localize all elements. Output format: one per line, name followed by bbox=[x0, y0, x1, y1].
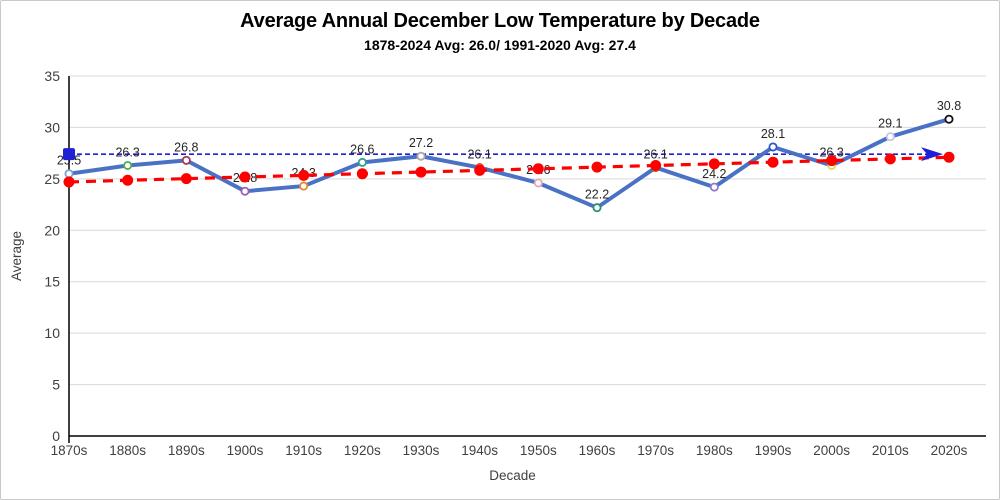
data-point-1950s bbox=[533, 178, 543, 188]
y-axis-tick-label: 30 bbox=[44, 119, 60, 135]
series-line bbox=[67, 117, 951, 210]
trend-point bbox=[767, 156, 779, 168]
trend-point bbox=[591, 161, 603, 173]
y-axis-tick-label: 15 bbox=[44, 274, 60, 290]
y-axis-tick-label: 25 bbox=[44, 171, 60, 187]
x-axis-tick-label: 1980s bbox=[696, 443, 733, 458]
data-point-1920s bbox=[357, 157, 367, 167]
data-point-1980s bbox=[709, 182, 719, 192]
data-label: 24.2 bbox=[702, 167, 726, 181]
y-axis-tick-label: 0 bbox=[52, 428, 60, 444]
x-axis-tick-label: 1870s bbox=[51, 443, 88, 458]
x-axis-tick-label: 1910s bbox=[285, 443, 322, 458]
reference-start-marker bbox=[63, 148, 75, 161]
x-axis-tick-label: 1970s bbox=[637, 443, 674, 458]
trend-point bbox=[63, 176, 75, 188]
data-point-1930s bbox=[416, 151, 426, 161]
trend-point bbox=[122, 174, 134, 186]
chart-title: Average Annual December Low Temperature … bbox=[240, 10, 760, 32]
data-label: 26.3 bbox=[115, 145, 139, 159]
data-point-2020s bbox=[944, 114, 954, 124]
trend-line bbox=[68, 155, 950, 184]
data-label: 25.5 bbox=[57, 154, 81, 168]
trend-point bbox=[298, 169, 310, 181]
trend-point bbox=[708, 158, 720, 170]
data-point-1880s bbox=[123, 160, 133, 170]
data-point-1870s bbox=[64, 169, 74, 179]
x-axis-tick-label: 1880s bbox=[109, 443, 146, 458]
data-label: 26.6 bbox=[350, 142, 374, 156]
data-label: 26.1 bbox=[467, 148, 491, 162]
x-axis-tick-label: 1940s bbox=[461, 443, 498, 458]
y-axis-tick-label: 20 bbox=[44, 222, 60, 238]
data-label: 26.1 bbox=[643, 148, 667, 162]
x-axis-tick-label: 2000s bbox=[813, 443, 850, 458]
trend-point bbox=[356, 168, 368, 180]
trend-point bbox=[180, 173, 192, 185]
x-axis-tick-label: 1950s bbox=[520, 443, 557, 458]
data-label: 29.1 bbox=[878, 117, 902, 131]
x-axis-tick-label: 2010s bbox=[872, 443, 909, 458]
trend-point bbox=[474, 164, 486, 176]
data-point-1890s bbox=[181, 155, 191, 165]
x-axis-tick-label: 2020s bbox=[931, 443, 968, 458]
y-axis-tick-label: 35 bbox=[44, 68, 60, 84]
y-axis-title: Average bbox=[9, 231, 24, 281]
trend-point bbox=[826, 155, 838, 167]
y-axis-tick-label: 10 bbox=[44, 325, 60, 341]
y-axis-tick-label: 5 bbox=[52, 377, 60, 393]
data-label: 28.1 bbox=[761, 127, 785, 141]
data-point-1990s bbox=[768, 142, 778, 152]
data-point-1900s bbox=[240, 186, 250, 196]
data-label: 27.2 bbox=[409, 136, 433, 150]
chart-subtitle: 1878-2024 Avg: 26.0/ 1991-2020 Avg: 27.4 bbox=[364, 37, 636, 53]
trend-point bbox=[415, 166, 427, 178]
data-point-2010s bbox=[885, 132, 895, 142]
x-axis-tick-label: 1990s bbox=[755, 443, 792, 458]
data-label: 26.8 bbox=[174, 140, 198, 154]
trend-point bbox=[884, 153, 896, 165]
trend-point bbox=[650, 159, 662, 171]
data-point-1960s bbox=[592, 203, 602, 213]
data-point-1910s bbox=[299, 181, 309, 191]
x-axis-tick-label: 1900s bbox=[227, 443, 264, 458]
trend-point bbox=[239, 171, 251, 183]
x-axis-tick-label: 1920s bbox=[344, 443, 381, 458]
data-label: 22.2 bbox=[585, 188, 609, 202]
data-label: 30.8 bbox=[937, 99, 961, 113]
reference-arrow-icon bbox=[921, 147, 943, 162]
x-axis-title: Decade bbox=[489, 468, 536, 483]
trend-point bbox=[532, 163, 544, 175]
data-label: 26.3 bbox=[819, 145, 843, 159]
x-axis-tick-label: 1960s bbox=[579, 443, 616, 458]
x-axis-tick-label: 1930s bbox=[403, 443, 440, 458]
x-axis-tick-label: 1890s bbox=[168, 443, 205, 458]
trend-point bbox=[943, 151, 955, 163]
